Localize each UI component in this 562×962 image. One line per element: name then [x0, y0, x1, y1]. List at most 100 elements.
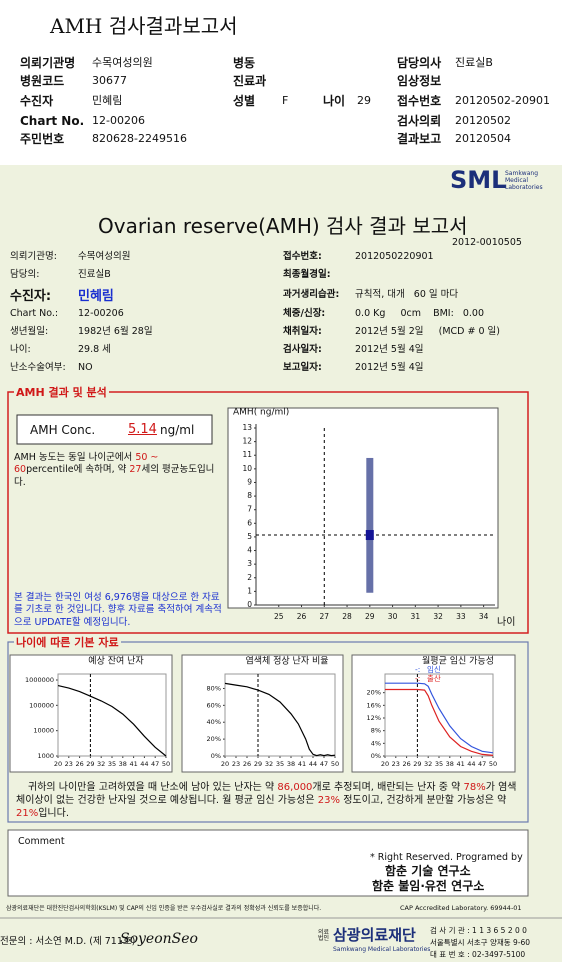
- x-tick-label: 41: [298, 760, 306, 768]
- y-tick-label: 3: [247, 559, 252, 568]
- x-tick-label: 28: [342, 612, 352, 621]
- field-label: 수진자:: [10, 289, 52, 304]
- y-tick-label: 1000: [37, 752, 54, 760]
- x-tick-label: 47: [320, 760, 328, 768]
- report-title: Ovarian reserve(AMH) 검사 결과 보고서: [98, 214, 468, 238]
- x-tick-label: 26: [402, 760, 410, 768]
- x-tick-label: 34: [479, 612, 489, 621]
- footer-notice: 삼광의료재단은 대한진단검사의학회(KSLM) 및 CAP의 신임 인증을 받은…: [6, 905, 322, 912]
- y-tick-label: 7: [247, 505, 252, 514]
- y-tick-label: 10000: [33, 727, 54, 735]
- field-value: 진료실B: [78, 269, 111, 280]
- report-number: 2012-0010505: [452, 237, 522, 248]
- field-value: 민혜림: [78, 289, 114, 304]
- x-tick-label: 26: [75, 760, 83, 768]
- x-tick-label: 20: [54, 760, 62, 768]
- data-line: [385, 688, 494, 756]
- value-marker: [365, 530, 374, 541]
- field-label: 검사일자:: [283, 344, 322, 355]
- field-label: 나이: [323, 94, 346, 108]
- x-tick-label: 32: [97, 760, 105, 768]
- field-value: 민혜림: [92, 94, 123, 107]
- x-tick-label: 44: [467, 760, 475, 768]
- field-label: 의뢰기관명: [20, 56, 76, 70]
- y-tick-label: 12: [242, 437, 252, 446]
- legend-label: 임신: [427, 665, 441, 674]
- y-tick-label: 40%: [207, 718, 221, 726]
- field-value: 29.8 세: [78, 344, 111, 355]
- credit-text: 함춘 불임·유전 연구소: [372, 879, 485, 893]
- field-value: 2012년 5월 4일: [355, 344, 424, 355]
- y-axis-label: AMH( ng/ml): [233, 408, 289, 418]
- field-label: Chart No.:: [10, 308, 59, 319]
- y-tick-label: 0: [247, 600, 252, 609]
- y-tick-label: 60%: [207, 701, 221, 709]
- field-label: 과거생리습관:: [283, 289, 340, 300]
- credit-text: 함춘 기술 연구소: [385, 864, 471, 878]
- text-segment: 가 염색체이상이 없는 건강한 난자일 것으로 예상됩니다. 월 평균 임신 가…: [16, 782, 517, 806]
- chart-title: 염색체 정상 난자 비율: [245, 656, 328, 667]
- conc-unit: ng/ml: [160, 423, 195, 437]
- section-heading: AMH 결과 및 분석: [14, 386, 109, 400]
- y-tick-label: 6: [247, 518, 252, 527]
- x-tick-label: 50: [331, 760, 339, 768]
- footer-cap: CAP Accredited Laboratory. 69944-01: [400, 904, 522, 912]
- y-tick-label: 8: [247, 491, 252, 500]
- y-tick-label: 0%: [211, 752, 221, 760]
- x-tick-label: 26: [243, 760, 251, 768]
- signature: SoyeonSeo: [120, 931, 198, 947]
- org-phone: 대 표 번 호 : 02-3497-5100: [430, 950, 526, 959]
- field-label: 접수번호:: [283, 251, 322, 262]
- x-tick-label: 30: [388, 612, 398, 621]
- highlight-value: 21%: [16, 808, 39, 819]
- y-tick-label: 4: [247, 546, 252, 555]
- doctor-name: 전문의 : 서소연 M.D. (제 711호): [0, 936, 136, 947]
- text-segment: 입니다.: [38, 808, 70, 819]
- text-segment: 정도이고, 건강하게 분만할 가능성은 약: [340, 795, 507, 806]
- logo-subtitle: Samkwang Medical Laboratories: [505, 170, 543, 192]
- x-tick-label: 27: [320, 612, 330, 621]
- x-tick-label: 38: [287, 760, 295, 768]
- x-tick-label: 47: [478, 760, 486, 768]
- x-tick-label: 47: [151, 760, 159, 768]
- field-value: 29: [357, 94, 371, 107]
- chart-title: 예상 잔여 난자: [88, 655, 144, 667]
- summary-text: 귀하의 나이만을 고려하였을 때 난소에 남아 있는 난자는 약 86,000개…: [16, 781, 521, 820]
- x-tick-label: 29: [413, 760, 421, 768]
- y-tick-label: 100000: [29, 701, 54, 709]
- field-label: 생년월일:: [10, 326, 49, 337]
- data-line: [57, 685, 167, 757]
- x-tick-label: 33: [456, 612, 466, 621]
- x-tick-label: 20: [221, 760, 229, 768]
- chart-box: [9, 654, 173, 773]
- y-tick-label: 1000000: [25, 676, 54, 684]
- x-tick-label: 20: [381, 760, 389, 768]
- y-tick-label: 80%: [207, 684, 221, 692]
- x-tick-label: 29: [254, 760, 262, 768]
- field-value: 수목여성의원: [78, 251, 131, 262]
- highlight-value: 50 ~ 60: [14, 452, 159, 476]
- y-tick-label: 13: [242, 423, 252, 432]
- x-tick-label: 31: [411, 612, 421, 621]
- x-tick-label: 44: [140, 760, 148, 768]
- field-value: 12-00206: [78, 308, 124, 319]
- org-code: 검 사 기 관 : 1 1 3 6 5 2 0 0: [430, 926, 527, 935]
- conc-box: [16, 414, 213, 445]
- y-tick-label: 5: [247, 532, 252, 541]
- field-value: 2012년 5월 2일 (MCD # 0 일): [355, 326, 500, 337]
- logo: SML: [450, 166, 507, 194]
- y-tick-label: 9: [247, 477, 252, 486]
- field-value: 진료실B: [455, 56, 493, 69]
- legend-prefix: -:: [415, 674, 420, 683]
- field-label: 담당의사: [397, 56, 442, 70]
- x-tick-label: 50: [162, 760, 170, 768]
- field-value: NO: [78, 362, 93, 373]
- field-label: Chart No.: [20, 114, 85, 128]
- x-tick-label: 44: [309, 760, 317, 768]
- plot-frame: [224, 673, 336, 757]
- amh-section-box: [7, 391, 529, 634]
- data-line: [224, 682, 336, 757]
- y-tick-label: 2: [247, 573, 252, 582]
- x-tick-label: 35: [108, 760, 116, 768]
